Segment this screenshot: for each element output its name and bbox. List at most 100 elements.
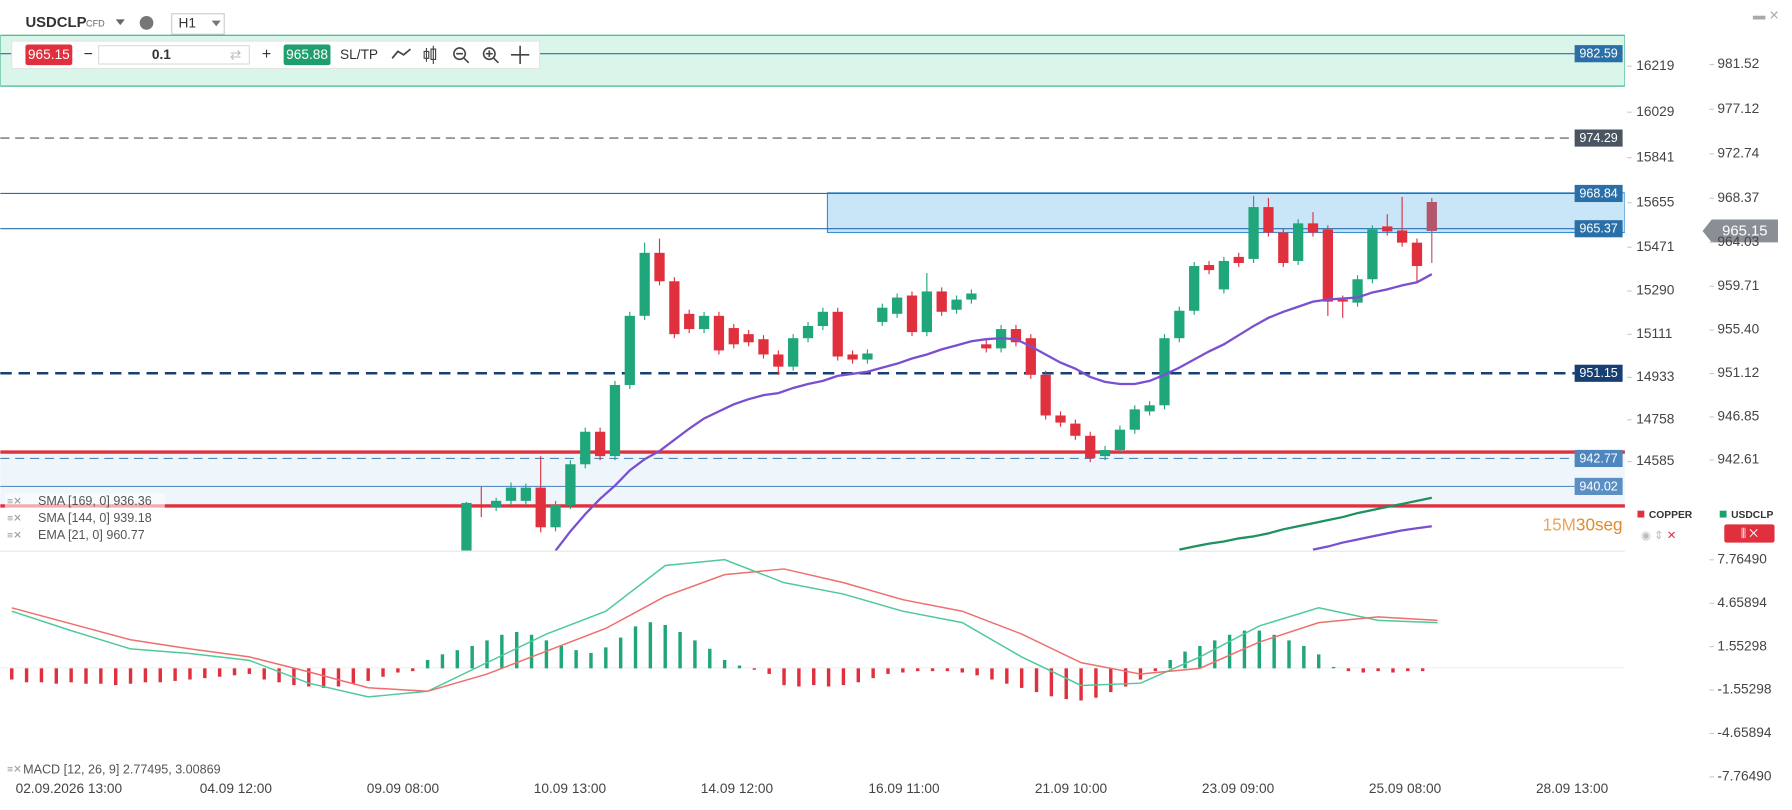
macd-bar	[39, 668, 44, 683]
zoom-in[interactable]	[482, 47, 496, 61]
candle-body	[1322, 229, 1333, 302]
macd-bar	[693, 640, 697, 669]
candle-body	[698, 315, 710, 330]
buy-price[interactable]: 965.88	[286, 47, 328, 62]
candle-body	[565, 464, 576, 505]
zone	[0, 451, 1625, 507]
candle-body	[1218, 260, 1230, 290]
candle-body	[654, 252, 665, 282]
legend-icon[interactable]: ≡✕	[7, 531, 22, 542]
macd-bar	[708, 648, 712, 669]
macd-tick-label: 4.65894	[1717, 595, 1767, 610]
macd-bar	[455, 650, 460, 669]
symbol[interactable]: USDCLP	[25, 15, 86, 31]
candle-body	[1307, 223, 1319, 233]
pan-tool[interactable]	[510, 45, 530, 64]
candle-body	[728, 328, 739, 345]
macd-bar	[1272, 634, 1276, 669]
candle-body	[1396, 230, 1408, 243]
level-tag-label: 942.77	[1579, 451, 1617, 465]
x-tick-label: 28.09 13:00	[1536, 781, 1609, 796]
level-tag	[1574, 220, 1623, 238]
signal-line	[11, 568, 1438, 693]
y-tick-label: 951.12	[1717, 365, 1759, 380]
macd-bar	[1242, 630, 1247, 669]
legend-icon[interactable]: ≡✕	[7, 496, 22, 507]
candle-body	[892, 297, 903, 314]
volume-minus[interactable]: −	[84, 46, 93, 63]
sell-price[interactable]: 965.15	[28, 47, 70, 62]
timeframe-box[interactable]	[171, 13, 225, 35]
macd-bar	[574, 650, 578, 669]
y2-tick-label: 15841	[1636, 149, 1674, 164]
macd-bar	[485, 640, 489, 669]
candle-body	[832, 311, 843, 357]
candle-body	[802, 326, 814, 339]
macd-bar	[604, 647, 608, 669]
sma-line	[1312, 525, 1432, 551]
macd-bar	[1361, 668, 1365, 673]
macd-bar	[663, 625, 667, 669]
line-tool[interactable]	[391, 48, 412, 59]
candle-body	[1040, 374, 1051, 416]
levels: 982.59 974.29 968.84 965.37 951.15 942.77 940.…	[0, 45, 1625, 508]
symbol-label[interactable]: COPPER	[1649, 510, 1693, 521]
legend-entry: SMA [144, 0] 939.18	[38, 511, 152, 525]
candle-tool[interactable]	[423, 45, 437, 64]
macd-bar	[544, 640, 549, 669]
x-tick-label: 21.09 10:00	[1035, 781, 1108, 796]
candle-body	[981, 344, 992, 349]
macd-bar	[188, 668, 192, 680]
volume[interactable]: 0.1	[152, 47, 171, 62]
visibility-icon[interactable]: ◉ ⇕ ✕	[1641, 530, 1676, 542]
macd-bar	[217, 668, 222, 677]
macd-bar	[1316, 654, 1321, 669]
volume-plus[interactable]: +	[262, 46, 271, 63]
candle-body	[758, 339, 769, 355]
macd-bar	[678, 631, 682, 669]
zoom-out[interactable]	[453, 47, 467, 61]
candle-body	[906, 295, 918, 333]
macd-bar	[1049, 668, 1054, 697]
macd-bar	[1005, 668, 1009, 684]
candle-body	[1248, 207, 1259, 259]
sltp-button[interactable]: SL/TP	[340, 47, 378, 62]
candle-body	[817, 311, 829, 327]
level-tag	[1574, 129, 1623, 147]
buy-button[interactable]	[283, 44, 331, 66]
volume-swap[interactable]: ⇄	[230, 47, 242, 62]
macd-bar	[113, 668, 118, 686]
candle-body	[921, 291, 932, 333]
timeframe-dropdown[interactable]	[211, 20, 221, 27]
y-tick-label: 972.74	[1717, 145, 1759, 160]
y2-tick-label: 14585	[1636, 453, 1674, 468]
candle-body	[1189, 266, 1200, 311]
sell-button[interactable]	[25, 44, 73, 66]
macd-bar	[1302, 645, 1306, 669]
legend-icon[interactable]: ≡✕	[7, 513, 22, 524]
symbol-dropdown[interactable]	[115, 19, 125, 26]
info-icon[interactable]	[139, 15, 154, 30]
volume-input[interactable]	[97, 45, 250, 65]
zoom-out-glyph	[456, 52, 470, 64]
legend-icon[interactable]: ≡✕	[7, 765, 22, 776]
macd-bar	[1406, 668, 1410, 672]
macd-line	[11, 558, 1438, 698]
symbol-label[interactable]: USDCLP	[1731, 510, 1773, 521]
candle-body	[951, 299, 962, 310]
macd-bar	[960, 668, 964, 673]
countdown: 15M30seg	[1543, 514, 1623, 534]
macd-bar	[1019, 668, 1024, 688]
macd-bar	[782, 668, 786, 686]
candle-body	[1293, 223, 1304, 261]
timeframe[interactable]: H1	[179, 16, 197, 31]
macd-bar	[277, 668, 281, 683]
x-tick-label: 14.09 12:00	[701, 781, 774, 796]
y-tick-label: 964.03	[1717, 234, 1759, 249]
usdclp-swatch	[1719, 510, 1727, 518]
window-controls[interactable]: ▬ ✕	[1753, 8, 1780, 22]
symbol-actions[interactable]	[1724, 524, 1775, 543]
macd-bar	[1123, 668, 1128, 687]
macd-bar	[262, 668, 266, 680]
candle-body	[1055, 415, 1066, 423]
